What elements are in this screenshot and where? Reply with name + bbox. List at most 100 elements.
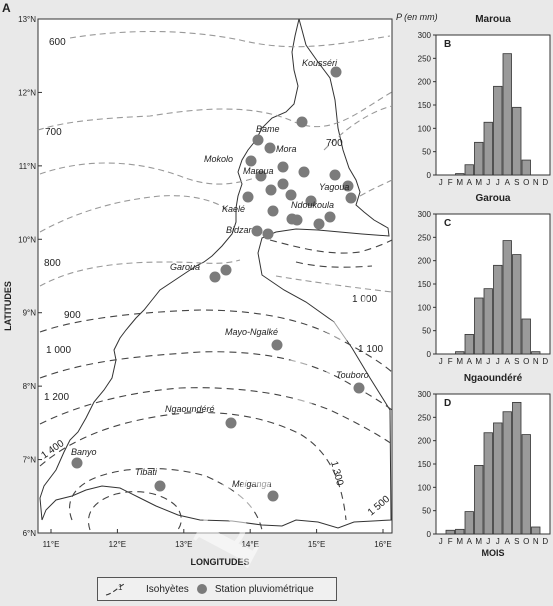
x-tick-label: N [533,357,539,366]
chart-plot-area [435,213,551,355]
y-tick-label: 300 [418,210,432,219]
x-tick-label: A [467,357,473,366]
station-labels: Kousséri Bame Mora Mokolo Maroua Yagoua … [71,58,369,489]
label-yagoua: Yagoua [319,182,349,192]
longitude-title: LONGITUDES [190,557,249,567]
station-dot-yagoua-n [329,169,341,181]
y-tick-label: 200 [418,437,432,446]
station-dot-kaele [267,205,279,217]
bar [483,288,493,355]
station-dot-g [242,191,254,203]
bar [521,434,531,535]
lat-tick-label: 10°N [18,235,36,244]
x-tick-label: J [486,178,490,187]
label-mokolo: Mokolo [204,154,233,164]
iso-label-1000-w: 1 000 [46,345,71,356]
station-dot-e [265,184,277,196]
y-tick-label: 100 [418,124,432,133]
x-tick-label: J [496,357,500,366]
lat-tick-label: 11°N [19,162,37,171]
station-dot-mora-north [296,116,308,128]
bar [483,121,493,176]
bar [455,528,465,535]
legend-stations-label: Station pluviométrique [214,583,314,595]
label-tibati: Tibati [135,467,158,477]
x-tick-label: D [542,537,548,546]
x-tick-label: A [467,537,473,546]
x-tick-label: F [448,537,453,546]
latitude-axis: 13°N 12°N 11°N 10°N 9°N 8°N 7°N 6°N LATITUDES [3,15,42,538]
station-dot-l [324,211,336,223]
y-tick-label: 250 [418,54,432,63]
x-tick-label: S [514,537,519,546]
station-dot-i [305,195,317,207]
isohyet-legend-mark: 1 [118,583,123,592]
y-tick-label: 150 [418,280,432,289]
y-tick-label: 0 [427,530,432,539]
station-dot-touboro [353,382,365,394]
x-tick-label: J [496,178,500,187]
lon-tick-label: 12°E [109,540,126,549]
lat-tick-label: 7°N [23,456,37,465]
isohyet-lines-dark [39,239,393,533]
y-tick-label: 250 [418,233,432,242]
x-tick-label: M [456,178,463,187]
bar [531,351,541,355]
station-dot-k [291,214,303,226]
precip-unit-label: P (en mm) [396,12,438,22]
iso-label-1200: 1 200 [44,392,69,403]
station-dot-bame [252,134,264,146]
lon-tick-label: 13°E [175,540,192,549]
y-tick-label: 250 [418,413,432,422]
bar [474,141,484,176]
bar [493,264,503,355]
longitude-axis: 11°E 12°E 13°E 14°E 15°E 16°E LONGITUDES [43,529,392,567]
station-dot-bidzar [251,225,263,237]
bar [464,511,474,535]
bar [512,401,522,535]
station-dot-bidzar2 [262,228,274,240]
x-tick-label: M [456,537,463,546]
label-mora: Mora [276,144,297,154]
x-tick-label: J [439,357,443,366]
y-tick-label: 50 [422,148,431,157]
bar [512,254,522,355]
label-ndoukoula: Ndoukoula [291,200,334,210]
lat-tick-label: 12°N [18,88,36,97]
x-tick-label: D [542,178,548,187]
iso-label-700-e: 700 [326,138,343,149]
bar [512,106,522,176]
bar [483,432,493,535]
bar [493,422,503,535]
lon-tick-label: 11°E [43,540,60,549]
station-dot-m [313,218,325,230]
y-tick-label: 150 [418,460,432,469]
bar [502,411,512,535]
label-banyo: Banyo [71,447,97,457]
bar [455,173,465,176]
bar [464,333,474,355]
bar [445,529,455,535]
iso-label-800: 800 [44,258,61,269]
x-axis-title: MOIS [481,548,504,558]
station-dot-mokolo [245,155,257,167]
chart-panel-letter: D [444,398,451,409]
bar [521,159,531,176]
label-kousseri: Kousséri [302,58,338,68]
y-tick-label: 300 [418,31,432,40]
panel-a-letter: A [2,1,11,15]
y-tick-label: 300 [418,390,432,399]
x-tick-label: O [523,357,529,366]
x-tick-label: A [505,357,511,366]
label-ngaoundere: Ngaoundéré [165,404,215,414]
y-tick-label: 200 [418,78,432,87]
station-dot-ngaoundere [225,417,237,429]
y-tick-label: 100 [418,303,432,312]
iso-label-900: 900 [64,310,81,321]
iso-label-1100: 1 100 [358,344,383,355]
bar [521,318,531,355]
x-tick-label: A [505,178,511,187]
station-dot-c [255,170,267,182]
y-tick-label: 50 [422,327,431,336]
